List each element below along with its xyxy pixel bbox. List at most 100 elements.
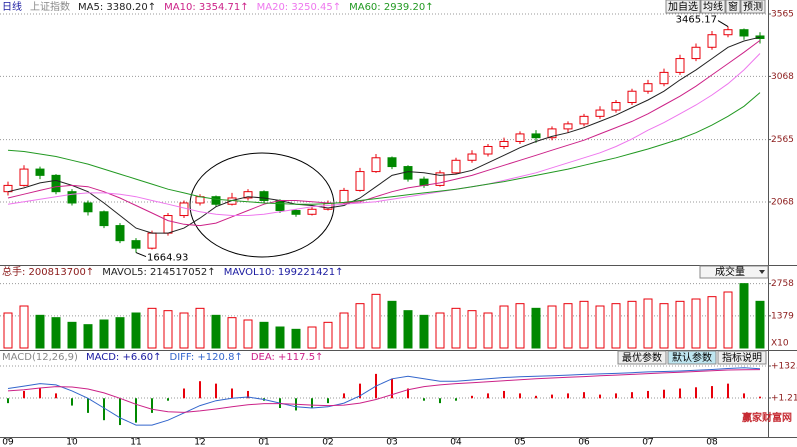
bar [199,381,201,399]
bar [547,305,557,349]
candle-body [499,140,509,147]
bar [551,394,553,399]
y-tick-label: 3565 [771,10,794,20]
series-line [7,39,761,227]
bar [215,383,217,399]
bar [519,393,521,399]
indicator-button-label[interactable]: 默认参数 [672,351,712,364]
bar [167,398,169,401]
bar [119,398,121,426]
toolbar-button[interactable] [725,0,741,14]
bar [183,388,185,399]
bar [151,398,153,413]
bar [599,394,601,399]
x-tick-label: 09 [2,438,14,447]
toolbar-button[interactable] [700,0,726,14]
candle-body [675,58,685,73]
toolbar-button-label[interactable]: 预测 [743,0,763,13]
y-tick-label: +132.4 [771,361,797,371]
watermark: 赢家财富网 [742,411,792,424]
indicator-label[interactable]: 成交量 [715,265,745,278]
bar [327,398,329,404]
legend-entry: MA20: 3250.45↑ [257,2,341,13]
x-tick-label: 10 [66,438,78,447]
period-label: 日线 [2,0,22,13]
bar [643,298,653,349]
x-tick-label: 03 [386,438,397,447]
candle-body [451,159,461,174]
y-tick-label: 2068 [771,197,794,207]
bar [467,310,477,349]
legend-entry: MAVOL10: 199221421↑ [224,267,344,278]
legend-entry: MA10: 3354.71↑ [164,2,248,13]
bar [743,393,745,399]
candle-body [531,133,541,139]
bar [371,293,381,349]
x-tick-label: 04 [450,438,462,447]
bar [691,298,701,349]
candle-body [595,109,605,117]
y-tick-label: 2758 [771,279,794,289]
indicator-dropdown[interactable] [699,265,769,279]
bar [67,321,77,349]
bar [243,319,253,349]
bar [195,307,205,349]
indicator-button[interactable] [617,350,667,365]
candle-body [307,208,317,215]
y-tick-label: 3068 [771,72,794,82]
toolbar-button-label[interactable]: 加自选 [668,0,698,13]
candle-body [275,199,285,212]
bar [755,300,765,349]
bar [567,393,569,399]
legend-entry: MACD: +6.60↑ [86,352,162,363]
toolbar-button-label[interactable]: 均线 [703,0,723,13]
bar [359,383,361,399]
candle-body [659,71,669,85]
candle-body [643,83,653,92]
bar [435,312,445,349]
bar [323,321,333,349]
bar [163,310,173,349]
toolbar-button-label[interactable]: 窗 [728,0,738,13]
bar [579,300,589,349]
toolbar-button[interactable] [740,0,766,14]
indicator-button[interactable] [667,350,717,365]
bar [707,296,717,349]
candle-body [99,211,109,227]
candle-body [147,232,157,249]
indicator-button[interactable] [717,350,767,365]
bar [615,393,617,399]
legend-entry: MA5: 3380.20↑ [78,2,156,13]
series-line [7,369,761,413]
candle-body [51,174,61,193]
candle-body [627,90,637,104]
toolbar-button[interactable] [665,0,701,14]
bar [455,398,457,401]
bar [407,388,409,399]
bar [115,317,125,349]
candle-body [563,123,573,130]
low-annotation: 1664.93 [147,253,188,264]
bar [419,314,429,349]
bar [423,398,425,401]
y-tick-label: +1.21 [771,393,797,403]
bar [227,317,237,349]
bar [3,312,13,349]
bar [7,398,9,404]
bar [39,388,41,399]
candle-body [179,202,189,217]
indicator-button-label[interactable]: 最优参数 [622,351,662,364]
bar [563,303,573,349]
bar [259,321,269,349]
bar [739,283,749,349]
bar [663,389,665,399]
bar [679,388,681,399]
candle-body [371,157,381,173]
bar [51,317,61,349]
bar [99,319,109,349]
indicator-button-label[interactable]: 指标说明 [722,351,762,364]
bar [179,312,189,349]
bar [503,390,505,399]
bar [23,390,25,399]
